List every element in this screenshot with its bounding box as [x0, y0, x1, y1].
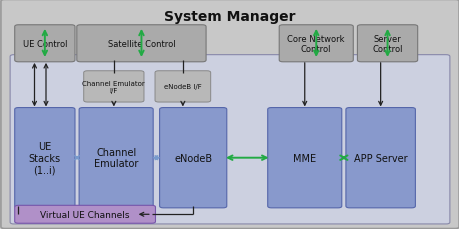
FancyBboxPatch shape	[357, 26, 417, 63]
Text: eNodeB: eNodeB	[174, 153, 212, 163]
FancyBboxPatch shape	[279, 26, 353, 63]
FancyBboxPatch shape	[84, 71, 144, 103]
Text: Virtual UE Channels: Virtual UE Channels	[40, 210, 129, 219]
Text: Channel Emulator
I/F: Channel Emulator I/F	[82, 81, 145, 93]
FancyBboxPatch shape	[155, 71, 210, 103]
Text: UE Control: UE Control	[22, 40, 67, 49]
Text: Server
Control: Server Control	[371, 34, 402, 54]
FancyBboxPatch shape	[345, 108, 414, 208]
Text: Core Network
Control: Core Network Control	[287, 34, 344, 54]
Text: Satellite Control: Satellite Control	[107, 40, 175, 49]
FancyBboxPatch shape	[77, 26, 206, 63]
FancyBboxPatch shape	[79, 108, 153, 208]
FancyBboxPatch shape	[267, 108, 341, 208]
FancyBboxPatch shape	[15, 108, 75, 208]
FancyBboxPatch shape	[159, 108, 226, 208]
FancyBboxPatch shape	[15, 205, 155, 223]
FancyBboxPatch shape	[10, 55, 449, 224]
Text: eNodeB I/F: eNodeB I/F	[163, 84, 202, 90]
Text: System Manager: System Manager	[164, 10, 295, 24]
FancyBboxPatch shape	[15, 26, 75, 63]
Text: MME: MME	[292, 153, 316, 163]
Text: Channel
Emulator: Channel Emulator	[94, 147, 138, 169]
Text: UE
Stacks
(1..i): UE Stacks (1..i)	[29, 142, 61, 174]
Text: APP Server: APP Server	[353, 153, 407, 163]
